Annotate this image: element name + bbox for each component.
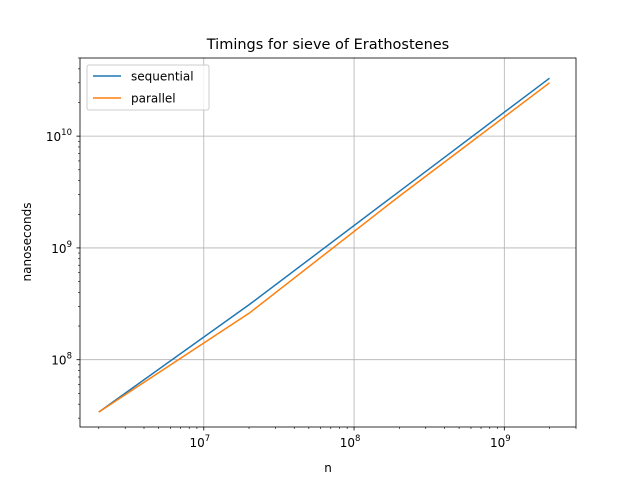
plot-frame bbox=[79, 57, 577, 428]
x-axis-label: n bbox=[324, 461, 332, 475]
y-tick-label: 109 bbox=[51, 240, 72, 256]
y-tick-label: 1010 bbox=[46, 128, 72, 144]
x-tick-label: 107 bbox=[189, 434, 210, 450]
x-tick-label-exponent: 7 bbox=[205, 434, 210, 444]
series-line-sequential bbox=[98, 77, 550, 413]
y-tick-label-base: 10 bbox=[46, 130, 61, 144]
x-tick-label-base: 10 bbox=[189, 436, 204, 450]
y-tick-label-exponent: 9 bbox=[67, 240, 72, 250]
x-tick-label-base: 10 bbox=[340, 436, 355, 450]
x-tick-label-base: 10 bbox=[490, 436, 505, 450]
y-axis-label: nanoseconds bbox=[20, 203, 34, 282]
x-tick-label: 108 bbox=[340, 434, 361, 450]
y-tick-label-base: 10 bbox=[51, 354, 66, 368]
series-line-parallel bbox=[98, 82, 550, 413]
legend-label-sequential: sequential bbox=[131, 70, 194, 84]
x-tick-label-exponent: 9 bbox=[505, 434, 510, 444]
y-tick-label-base: 10 bbox=[51, 242, 66, 256]
series-lines bbox=[98, 77, 550, 413]
y-tick-label-exponent: 10 bbox=[61, 128, 72, 138]
x-tick-label: 109 bbox=[490, 434, 511, 450]
x-tick-label-exponent: 8 bbox=[355, 434, 360, 444]
legend-label-parallel: parallel bbox=[131, 92, 176, 106]
y-tick-label-exponent: 8 bbox=[67, 352, 72, 362]
grid-lines bbox=[80, 58, 576, 427]
chart-title: Timings for sieve of Erathostenes bbox=[206, 37, 449, 53]
legend: sequential parallel bbox=[86, 64, 210, 111]
y-tick-label: 108 bbox=[51, 352, 72, 368]
